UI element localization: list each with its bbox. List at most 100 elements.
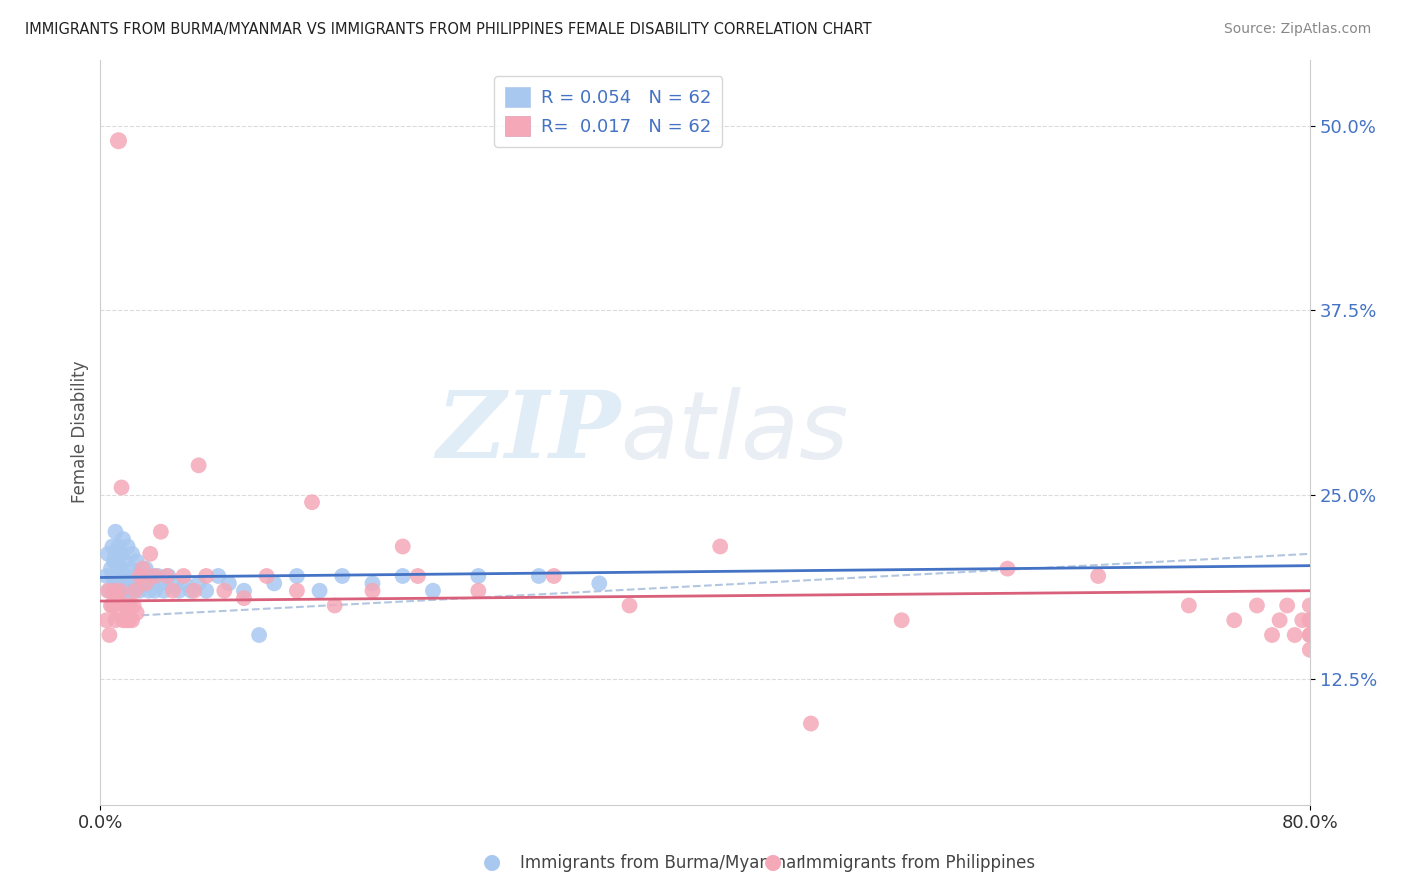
Point (118, 613, 141, 627)
Point (800, 716, 823, 731)
Point (115, 576, 138, 591)
Text: Immigrants from Burma/Myanmar: Immigrants from Burma/Myanmar (520, 855, 803, 872)
Point (107, 540, 129, 554)
Point (233, 583, 256, 598)
Point (218, 576, 240, 591)
Point (108, 561, 131, 575)
Point (1299, 628, 1322, 642)
Point (122, 583, 145, 598)
Text: ●: ● (765, 853, 782, 872)
Point (195, 583, 218, 598)
Point (162, 583, 184, 598)
Point (174, 576, 197, 591)
Point (104, 613, 127, 627)
Text: Immigrants from Philippines: Immigrants from Philippines (801, 855, 1036, 872)
Point (167, 583, 190, 598)
Point (1284, 628, 1306, 642)
Point (143, 569, 166, 583)
Point (997, 561, 1019, 575)
Point (1087, 569, 1109, 583)
Point (121, 613, 143, 627)
Point (124, 583, 146, 598)
Point (173, 569, 195, 583)
Point (391, 540, 413, 554)
Point (100, 599, 122, 613)
Point (135, 561, 157, 575)
Point (128, 583, 150, 598)
Point (1246, 599, 1268, 613)
Point (107, 569, 129, 583)
Point (115, 613, 138, 627)
Point (301, 495, 323, 509)
Point (108, 583, 131, 598)
Point (112, 532, 135, 546)
Point (247, 628, 270, 642)
Text: atlas: atlas (620, 386, 849, 477)
Point (1275, 599, 1298, 613)
Point (101, 569, 124, 583)
Point (588, 576, 610, 591)
Point (98, 628, 121, 642)
Point (112, 613, 135, 627)
Point (153, 583, 176, 598)
Point (120, 561, 142, 575)
Point (117, 540, 139, 554)
Point (105, 591, 128, 606)
Point (157, 569, 180, 583)
Point (195, 569, 218, 583)
Point (146, 569, 169, 583)
Text: ●: ● (484, 853, 501, 872)
Point (422, 583, 444, 598)
Point (104, 547, 127, 561)
Point (285, 569, 308, 583)
Point (141, 569, 163, 583)
Point (207, 569, 229, 583)
Point (361, 576, 384, 591)
Point (125, 554, 148, 568)
Point (467, 583, 489, 598)
Point (105, 554, 128, 568)
Text: Source: ZipAtlas.com: Source: ZipAtlas.com (1223, 22, 1371, 37)
Point (162, 576, 184, 591)
Point (107, 606, 129, 620)
Point (101, 599, 124, 613)
Point (107, 134, 129, 148)
Point (131, 576, 153, 591)
Point (103, 554, 125, 568)
Point (180, 583, 202, 598)
Point (406, 569, 429, 583)
Point (467, 569, 489, 583)
Point (1268, 613, 1291, 627)
Point (149, 524, 172, 539)
Point (391, 569, 413, 583)
Point (1299, 642, 1322, 657)
Point (1299, 613, 1322, 627)
Point (1299, 613, 1322, 627)
Point (118, 583, 141, 598)
Point (117, 569, 139, 583)
Point (1299, 599, 1322, 613)
Point (323, 599, 346, 613)
Point (96, 613, 118, 627)
Point (103, 583, 125, 598)
Point (285, 583, 308, 598)
Point (1261, 628, 1284, 642)
Point (143, 583, 166, 598)
Point (110, 480, 132, 494)
Point (120, 599, 142, 613)
Text: IMMIGRANTS FROM BURMA/MYANMAR VS IMMIGRANTS FROM PHILIPPINES FEMALE DISABILITY C: IMMIGRANTS FROM BURMA/MYANMAR VS IMMIGRA… (25, 22, 872, 37)
Point (122, 599, 145, 613)
Point (361, 583, 384, 598)
Point (1299, 613, 1322, 627)
Point (187, 576, 209, 591)
Point (1178, 599, 1201, 613)
Point (125, 606, 148, 620)
Point (110, 569, 132, 583)
Point (187, 458, 209, 473)
Point (527, 569, 550, 583)
Point (97, 547, 120, 561)
Point (117, 599, 139, 613)
Point (1223, 613, 1246, 627)
Point (104, 524, 127, 539)
Point (97, 583, 120, 598)
